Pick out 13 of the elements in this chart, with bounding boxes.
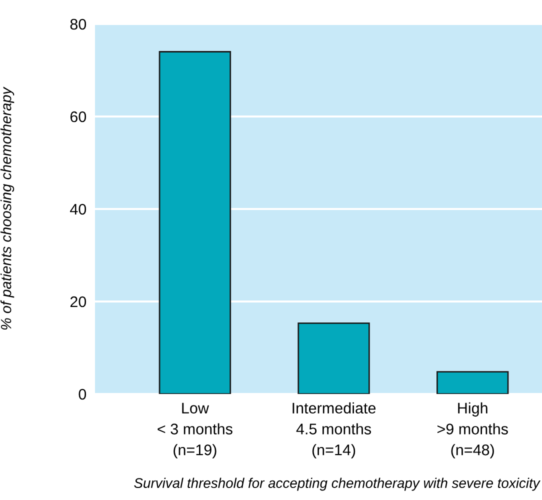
x-tick-label: Intermediate 4.5 months (n=14) — [292, 402, 376, 458]
x-axis-title: Survival threshold for accepting chemotherapy with severe toxicity — [134, 478, 540, 491]
bar — [158, 51, 232, 394]
y-tick-label: 20 — [70, 296, 86, 308]
x-tick-label: Low < 3 months (n=19) — [158, 402, 232, 458]
x-tick-label: High >9 months (n=48) — [437, 402, 508, 458]
y-axis-title: % of patients choosing chemotherapy — [0, 86, 14, 330]
bar — [436, 371, 509, 394]
y-tick-label: 80 — [70, 18, 86, 30]
y-tick-label: 40 — [70, 204, 86, 215]
bar — [298, 322, 370, 394]
y-tick-label: 60 — [70, 111, 86, 122]
y-tick-label: 0 — [78, 388, 86, 400]
